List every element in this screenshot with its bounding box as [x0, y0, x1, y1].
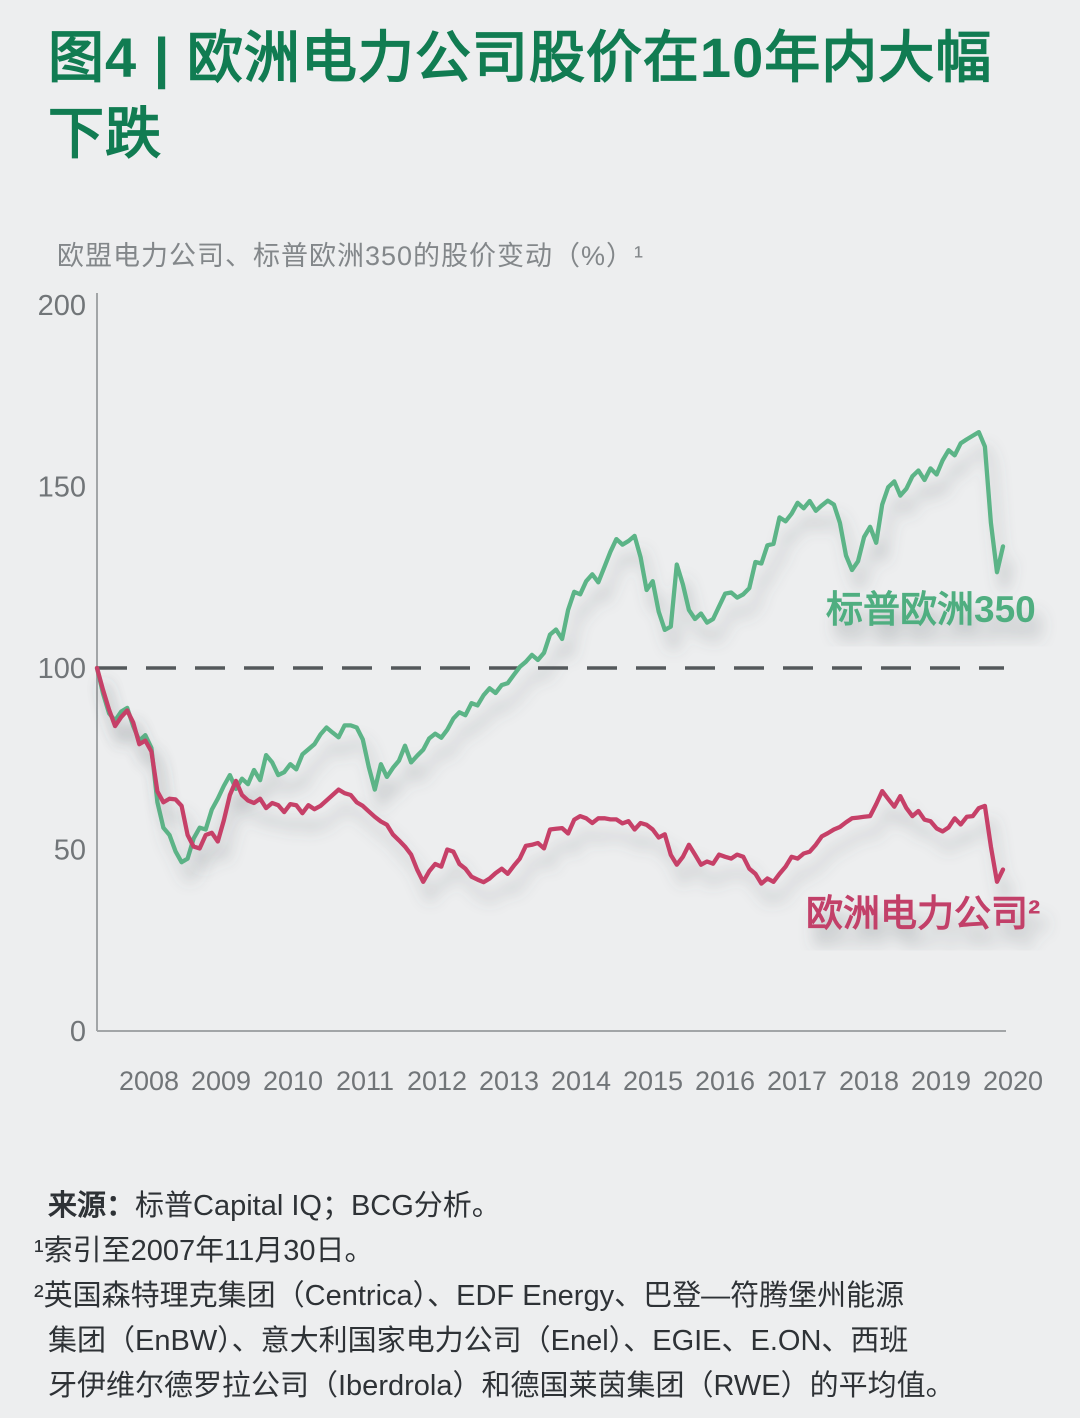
x-tick-label: 2012	[407, 1066, 467, 1096]
x-tick-label: 2018	[839, 1066, 899, 1096]
y-tick-label: 100	[38, 653, 86, 685]
y-tick-label: 0	[70, 1016, 86, 1048]
figure-title: 图4 | 欧洲电力公司股价在10年内大幅 下跌	[48, 20, 1038, 172]
footnote-2-line2: 集团（EnBW）、意大利国家电力公司（Enel）、EGIE、E.ON、西班	[48, 1325, 909, 1357]
y-tick-label: 200	[38, 290, 86, 322]
x-tick-label: 2013	[479, 1066, 539, 1096]
footnote-2-line3: 牙伊维尔德罗拉公司（Iberdrola）和德国莱茵集团（RWE）的平均值。	[48, 1370, 955, 1402]
sp-europe-350-line	[94, 429, 1006, 865]
y-axis-tick-labels: 0 50 100 150 200	[38, 290, 86, 1048]
x-tick-label: 2015	[623, 1066, 683, 1096]
x-tick-label: 2014	[551, 1066, 611, 1096]
x-tick-label: 2011	[336, 1066, 394, 1096]
chart-subtitle: 欧盟电力公司、标普欧洲350的股价变动（%）¹	[57, 241, 645, 271]
series-label-european-power-companies: 欧洲电力公司²	[806, 893, 1040, 934]
series-label-sp-europe-350: 标普欧洲350	[826, 589, 1036, 630]
european-power-companies-line	[94, 665, 1006, 886]
footnote-2-line1: ²英国森特理克集团（Centrica）、EDF Energy、巴登—符腾堡州能源	[34, 1280, 905, 1312]
x-tick-label: 2017	[767, 1066, 827, 1096]
x-tick-label: 2020	[983, 1066, 1043, 1096]
source-label: 来源：	[48, 1190, 136, 1222]
figure-title-line1: 图4 | 欧洲电力公司股价在10年内大幅	[48, 26, 993, 89]
x-tick-label: 2010	[263, 1066, 323, 1096]
data-series-lines	[94, 429, 1006, 886]
footnotes: 来源：标普Capital IQ；BCG分析。 ¹索引至2007年11月30日。 …	[34, 1184, 1046, 1409]
x-tick-label: 2009	[191, 1066, 251, 1096]
x-axis-year-labels: 2008 2009 2010 2011 2012 2013 2014 2015 2016 2017…	[119, 1066, 1043, 1096]
figure-title-line2: 下跌	[48, 102, 162, 165]
y-tick-label: 50	[54, 835, 86, 867]
y-tick-label: 150	[38, 472, 86, 504]
source-line: 来源：标普Capital IQ；BCG分析。	[34, 1184, 1046, 1229]
x-tick-label: 2008	[119, 1066, 179, 1096]
source-text: 标普Capital IQ；BCG分析。	[135, 1190, 501, 1222]
footnote-1: ¹索引至2007年11月30日。	[34, 1235, 374, 1267]
x-tick-label: 2019	[911, 1066, 971, 1096]
x-tick-label: 2016	[695, 1066, 755, 1096]
